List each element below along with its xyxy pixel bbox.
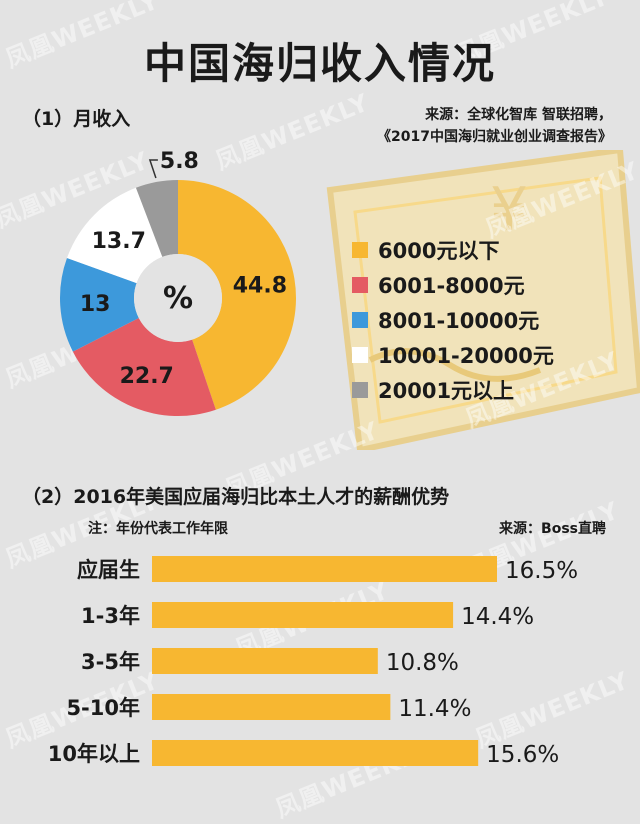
legend-item: 8001-10000元 xyxy=(352,302,554,337)
bar-value-label: 16.5% xyxy=(505,558,578,584)
donut-hole xyxy=(134,254,222,342)
donut-slice xyxy=(66,187,163,284)
slice-value-label: 5.8 xyxy=(160,150,199,174)
bar xyxy=(152,740,479,766)
donut-center-label: % xyxy=(163,281,193,316)
legend-item: 6000元以下 xyxy=(352,232,554,267)
page-title: 中国海归收入情况 xyxy=(143,39,496,88)
bar xyxy=(152,556,497,582)
legend-swatch xyxy=(352,311,368,328)
source-line-1: 来源：全球化智库 智联招聘， xyxy=(425,107,612,123)
bar-value-label: 11.4% xyxy=(398,696,471,722)
donut-slice xyxy=(72,317,216,416)
bar-value-label: 15.6% xyxy=(486,742,559,768)
slice-value-label: 13.7 xyxy=(92,229,146,254)
bar xyxy=(152,602,454,628)
banknote-illustration: ¥ xyxy=(326,150,640,450)
slice-value-label: 22.7 xyxy=(120,364,174,389)
donut-slice xyxy=(135,180,178,257)
bar xyxy=(152,648,378,674)
donut-chart: 44.8 22.7 13 13.7 5.8% xyxy=(60,149,297,416)
slice-value-label: 44.8 xyxy=(233,274,287,299)
legend-label: 6001-8000元 xyxy=(378,273,525,298)
slice-leader-line xyxy=(148,159,158,179)
section1-source: 来源：全球化智库 智联招聘， 《2017中国海归就业创业调查报告》 xyxy=(377,104,612,148)
bar-category-label: 应届生 xyxy=(77,558,140,582)
section1-title: （1）月收入 xyxy=(22,108,131,130)
legend-item: 20001元以上 xyxy=(352,372,554,407)
legend-item: 10001-20000元 xyxy=(352,337,554,372)
bar xyxy=(152,694,391,720)
slice-value-label: 13 xyxy=(80,292,111,317)
legend-swatch xyxy=(352,346,368,363)
bar-value-label: 14.4% xyxy=(461,604,534,630)
section2-note: 注：年份代表工作年限 xyxy=(88,521,228,537)
legend-label: 10001-20000元 xyxy=(378,343,554,368)
bar-category-label: 10年以上 xyxy=(48,742,140,766)
legend-swatch xyxy=(352,276,368,293)
legend-label: 6000元以下 xyxy=(378,238,500,263)
legend-swatch xyxy=(352,381,368,398)
donut-chart-container: 44.8 22.7 13 13.7 5.8% xyxy=(0,149,320,450)
donut-slice xyxy=(178,180,297,410)
legend-label: 8001-10000元 xyxy=(378,308,540,333)
bar-category-label: 1-3年 xyxy=(81,604,140,628)
section2-title: （2）2016年美国应届海归比本土人才的薪酬优势 xyxy=(22,486,450,508)
section2-source: 来源：Boss直聘 xyxy=(499,521,606,537)
legend-item: 6001-8000元 xyxy=(352,267,554,302)
donut-slice xyxy=(60,258,139,352)
donut-legend: 6000元以下 6001-8000元 8001-10000元 10001-20000元… xyxy=(352,232,554,407)
legend-label: 20001元以上 xyxy=(378,378,515,403)
legend-swatch xyxy=(352,241,368,258)
svg-text:¥: ¥ xyxy=(490,175,528,245)
bar-value-label: 10.8% xyxy=(386,650,459,676)
bar-category-label: 5-10年 xyxy=(66,696,140,720)
bar-chart: 应届生 16.5% 1-3年 14.4% 3-5年 10.8% 5-10年 11.4% 10年以… xyxy=(48,556,578,768)
source-line-2: 《2017中国海归就业创业调查报告》 xyxy=(377,129,612,145)
bar-category-label: 3-5年 xyxy=(81,650,140,674)
